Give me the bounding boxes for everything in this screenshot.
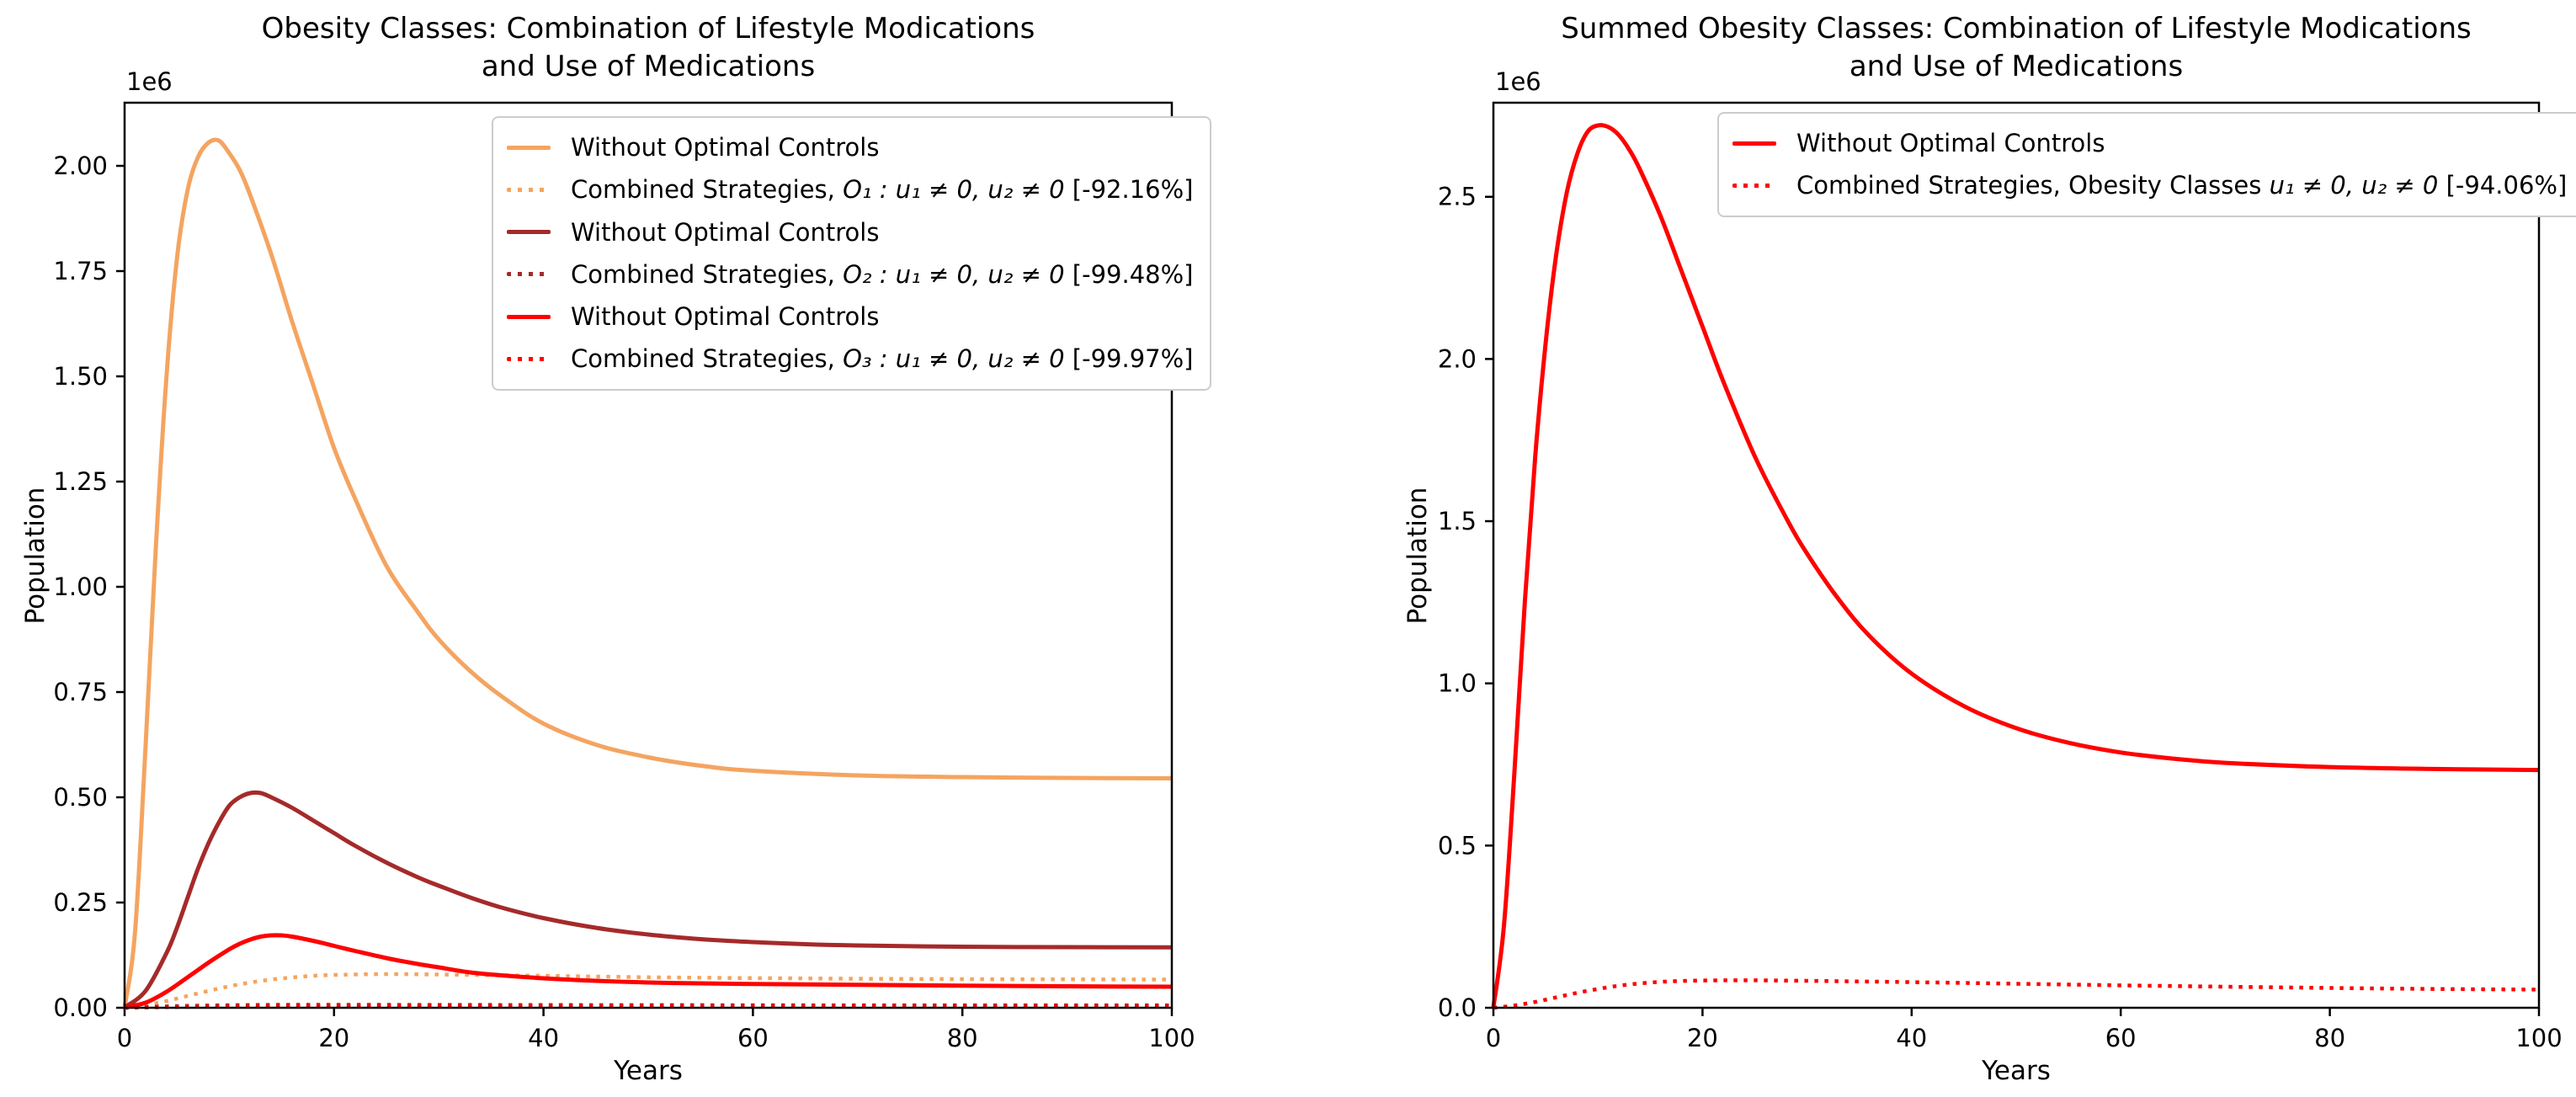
x-tick-label: 40 xyxy=(528,1024,559,1052)
y-tick-label: 0.75 xyxy=(53,678,108,706)
y-tick-label: 2.00 xyxy=(53,152,108,180)
right-chart-title: Summed Obesity Classes: Combination of L… xyxy=(1561,12,2472,83)
x-tick-label: 40 xyxy=(1896,1024,1927,1052)
legend-label: Combined Strategies, O₂ : u₁ ≠ 0, u₂ ≠ 0… xyxy=(571,259,1194,289)
y-tick-label: 1.25 xyxy=(53,467,108,496)
series-line-0-4 xyxy=(124,933,1173,1009)
legend-line-swatch-dotted xyxy=(507,187,551,192)
legend-line-swatch-dotted xyxy=(507,272,551,277)
legend-row: Without Optimal Controls xyxy=(507,126,1193,168)
series-line-1-1 xyxy=(1493,978,2540,1010)
plot-border xyxy=(1492,101,2541,1009)
y-tick-label: 1.0 xyxy=(1438,669,1477,698)
legend-row: Without Optimal Controls xyxy=(1732,122,2567,164)
y-tick-label: 1.5 xyxy=(1438,507,1477,535)
legend-row: Combined Strategies, O₃ : u₁ ≠ 0, u₂ ≠ 0… xyxy=(507,338,1193,380)
legend-line-swatch-dotted xyxy=(507,356,551,361)
x-tick-label: 60 xyxy=(2105,1024,2137,1052)
y-tick-label: 1.00 xyxy=(53,572,108,601)
x-tick-label: 20 xyxy=(1687,1024,1718,1052)
legend-label: Without Optimal Controls xyxy=(571,302,880,332)
left-y-axis-label: Population xyxy=(20,487,51,625)
series-line-0-5 xyxy=(124,1004,1173,1010)
x-tick-label: 100 xyxy=(1148,1024,1195,1052)
legend-line-swatch-solid xyxy=(507,145,551,150)
x-tick-label: 20 xyxy=(318,1024,349,1052)
x-tick-label: 0 xyxy=(1486,1024,1501,1052)
left-chart-title: Obesity Classes: Combination of Lifestyl… xyxy=(261,12,1035,83)
legend-line-swatch-solid xyxy=(507,314,551,319)
legend-label: Without Optimal Controls xyxy=(571,133,880,162)
legend-label: Combined Strategies, Obesity Classes u₁ … xyxy=(1796,171,2568,200)
y-tick-label: 0.50 xyxy=(53,783,108,812)
right-legend: Without Optimal Controls Combined Strateg… xyxy=(1717,112,2576,217)
y-tick-label: 0.25 xyxy=(53,888,108,917)
left-legend: Without Optimal Controls Combined Strateg… xyxy=(492,116,1212,391)
x-tick-label: 0 xyxy=(117,1024,132,1052)
right-x-axis-label: Years xyxy=(1982,1056,2051,1086)
legend-line-swatch-dotted xyxy=(1732,183,1776,188)
legend-row: Without Optimal Controls xyxy=(507,211,1193,253)
legend-row: Without Optimal Controls xyxy=(507,296,1193,338)
y-tick-label: 1.50 xyxy=(53,362,108,391)
plot-border xyxy=(123,101,1174,1009)
y-tick-label: 0.00 xyxy=(53,993,108,1022)
series-line-0-0 xyxy=(122,137,1173,1008)
series-line-0-1 xyxy=(124,972,1173,1010)
right-offset-text: 1e6 xyxy=(1495,67,1541,96)
y-tick-label: 0.0 xyxy=(1438,993,1477,1022)
legend-row: Combined Strategies, Obesity Classes u₁ … xyxy=(1732,164,2567,206)
legend-label: Without Optimal Controls xyxy=(571,217,880,247)
x-tick-label: 100 xyxy=(2515,1024,2562,1052)
right-y-axis-label: Population xyxy=(1402,487,1433,625)
left-offset-text: 1e6 xyxy=(126,67,173,96)
x-tick-label: 80 xyxy=(947,1024,978,1052)
legend-row: Combined Strategies, O₂ : u₁ ≠ 0, u₂ ≠ 0… xyxy=(507,253,1193,296)
y-tick-label: 2.0 xyxy=(1438,344,1477,373)
x-tick-label: 80 xyxy=(2314,1024,2345,1052)
legend-line-swatch-solid xyxy=(1732,141,1776,146)
series-line-1-0 xyxy=(1491,123,2540,1008)
y-tick-label: 1.75 xyxy=(53,257,108,285)
x-tick-label: 60 xyxy=(737,1024,769,1052)
legend-row: Combined Strategies, O₁ : u₁ ≠ 0, u₂ ≠ 0… xyxy=(507,168,1193,210)
y-tick-label: 0.5 xyxy=(1438,831,1477,860)
legend-label: Combined Strategies, O₃ : u₁ ≠ 0, u₂ ≠ 0… xyxy=(571,344,1194,374)
legend-label: Combined Strategies, O₁ : u₁ ≠ 0, u₂ ≠ 0… xyxy=(571,175,1194,205)
left-x-axis-label: Years xyxy=(614,1056,683,1086)
y-tick-label: 2.5 xyxy=(1438,183,1477,211)
series-line-0-2 xyxy=(123,790,1173,1009)
legend-line-swatch-solid xyxy=(507,230,551,235)
legend-label: Without Optimal Controls xyxy=(1796,129,2105,157)
